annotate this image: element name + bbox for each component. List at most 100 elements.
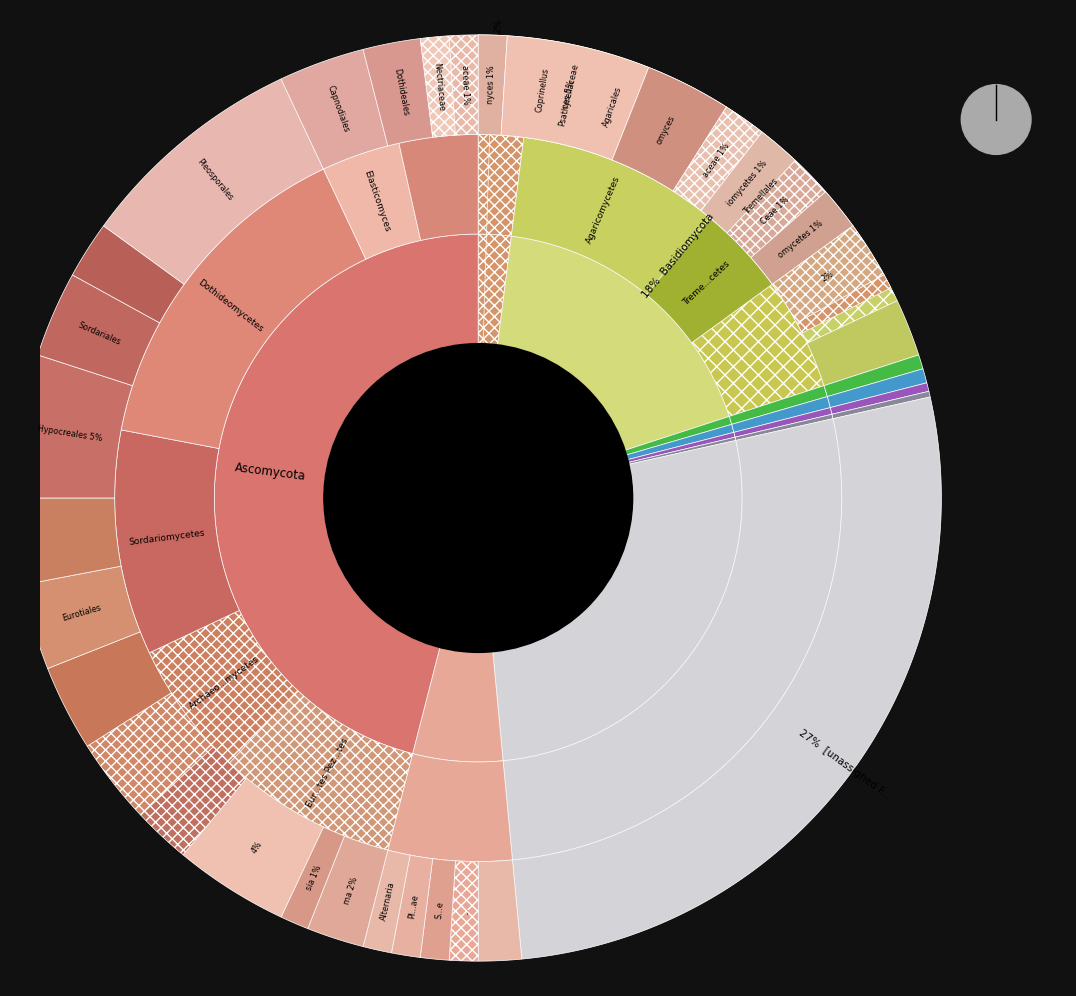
Polygon shape bbox=[363, 39, 433, 145]
Text: Sordariales: Sordariales bbox=[76, 321, 122, 347]
Polygon shape bbox=[15, 355, 132, 498]
Polygon shape bbox=[412, 647, 504, 762]
Polygon shape bbox=[727, 160, 825, 258]
Text: Eur...tes Pez...tes: Eur...tes Pez...tes bbox=[305, 737, 350, 809]
Polygon shape bbox=[150, 611, 298, 763]
Polygon shape bbox=[524, 39, 565, 140]
Text: sia 1%: sia 1% bbox=[305, 864, 324, 891]
Text: 27%  [unassigned F...: 27% [unassigned F... bbox=[797, 728, 893, 801]
Text: Eurotiales: Eurotiales bbox=[61, 604, 102, 623]
Text: Agaricales: Agaricales bbox=[601, 86, 623, 128]
Circle shape bbox=[324, 344, 633, 652]
Text: Dothideales: Dothideales bbox=[392, 68, 410, 117]
Polygon shape bbox=[38, 275, 159, 385]
Polygon shape bbox=[612, 68, 726, 191]
Polygon shape bbox=[504, 418, 841, 860]
Text: Nectriaceae: Nectriaceae bbox=[433, 62, 447, 112]
Polygon shape bbox=[627, 432, 735, 462]
Polygon shape bbox=[421, 36, 455, 137]
Polygon shape bbox=[449, 35, 478, 135]
Polygon shape bbox=[15, 498, 122, 585]
Polygon shape bbox=[827, 369, 926, 407]
Polygon shape bbox=[478, 134, 490, 234]
Text: Pleosporales: Pleosporales bbox=[195, 157, 235, 202]
Polygon shape bbox=[122, 169, 366, 448]
Polygon shape bbox=[773, 226, 884, 323]
Polygon shape bbox=[628, 437, 736, 464]
Polygon shape bbox=[824, 355, 923, 396]
Text: Archaeo...mycetes: Archaeo...mycetes bbox=[187, 654, 261, 711]
Text: S...e: S...e bbox=[434, 900, 444, 918]
Text: 2%: 2% bbox=[494, 18, 504, 33]
Polygon shape bbox=[730, 385, 827, 424]
Text: omycetes 1%: omycetes 1% bbox=[777, 219, 825, 260]
Polygon shape bbox=[735, 414, 833, 440]
Polygon shape bbox=[449, 861, 478, 961]
Polygon shape bbox=[47, 631, 171, 746]
Polygon shape bbox=[773, 226, 884, 323]
Polygon shape bbox=[501, 36, 649, 160]
Polygon shape bbox=[732, 396, 831, 432]
Text: Agaricomycetes: Agaricomycetes bbox=[584, 175, 622, 245]
Polygon shape bbox=[281, 827, 344, 928]
Text: Treme...cetes: Treme...cetes bbox=[682, 259, 732, 307]
Text: Ceae 1%: Ceae 1% bbox=[759, 194, 791, 226]
Polygon shape bbox=[399, 134, 478, 240]
Polygon shape bbox=[625, 416, 732, 455]
Polygon shape bbox=[141, 747, 246, 855]
Text: Pl...ae: Pl...ae bbox=[407, 893, 420, 919]
Text: aceae 1%: aceae 1% bbox=[700, 141, 731, 178]
Polygon shape bbox=[478, 35, 536, 137]
Polygon shape bbox=[751, 191, 853, 284]
Polygon shape bbox=[744, 181, 853, 284]
Polygon shape bbox=[478, 134, 524, 236]
Polygon shape bbox=[308, 836, 387, 946]
Text: nyces 1%: nyces 1% bbox=[486, 66, 496, 105]
Polygon shape bbox=[214, 234, 478, 754]
Polygon shape bbox=[478, 860, 522, 961]
Text: 2%: 2% bbox=[820, 269, 835, 284]
Polygon shape bbox=[392, 856, 433, 957]
Polygon shape bbox=[324, 143, 421, 259]
Polygon shape bbox=[478, 234, 511, 345]
Polygon shape bbox=[511, 137, 710, 295]
Text: 18%  Basidiomycota: 18% Basidiomycota bbox=[640, 212, 716, 301]
Text: Coprinellus: Coprinellus bbox=[535, 67, 551, 113]
Polygon shape bbox=[281, 50, 387, 169]
Polygon shape bbox=[831, 382, 929, 414]
Polygon shape bbox=[421, 859, 455, 960]
Polygon shape bbox=[797, 275, 897, 344]
Polygon shape bbox=[497, 236, 730, 450]
Polygon shape bbox=[626, 424, 734, 459]
Text: Tremellales: Tremellales bbox=[742, 177, 780, 216]
Polygon shape bbox=[653, 93, 774, 218]
Text: aceae 1%: aceae 1% bbox=[461, 65, 470, 105]
Polygon shape bbox=[734, 407, 832, 437]
Polygon shape bbox=[647, 218, 773, 343]
Circle shape bbox=[961, 85, 1031, 154]
Polygon shape bbox=[229, 690, 412, 851]
Polygon shape bbox=[493, 440, 742, 761]
Polygon shape bbox=[72, 226, 184, 323]
Polygon shape bbox=[832, 391, 931, 418]
Polygon shape bbox=[478, 234, 486, 344]
Text: Dothideomycetes: Dothideomycetes bbox=[196, 278, 265, 334]
Text: Alternaria: Alternaria bbox=[380, 881, 397, 921]
Text: Ascomycota: Ascomycota bbox=[235, 461, 307, 483]
Polygon shape bbox=[547, 43, 594, 145]
Text: Sordariomycetes: Sordariomycetes bbox=[128, 528, 206, 547]
Polygon shape bbox=[797, 275, 891, 333]
Text: ...: ... bbox=[461, 907, 470, 915]
Polygon shape bbox=[115, 430, 240, 652]
Polygon shape bbox=[87, 693, 213, 815]
Polygon shape bbox=[478, 35, 507, 135]
Text: ma 2%: ma 2% bbox=[342, 876, 359, 906]
Polygon shape bbox=[387, 754, 512, 862]
Polygon shape bbox=[363, 851, 410, 953]
Text: Elasticomyces: Elasticomyces bbox=[362, 169, 392, 233]
Polygon shape bbox=[568, 50, 662, 164]
Polygon shape bbox=[623, 73, 702, 179]
Polygon shape bbox=[807, 301, 919, 385]
Polygon shape bbox=[672, 107, 762, 211]
Text: Hypocreales 5%: Hypocreales 5% bbox=[37, 423, 103, 443]
